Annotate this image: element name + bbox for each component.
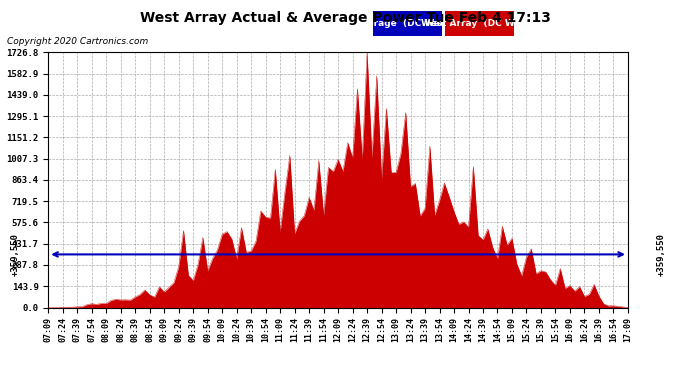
Text: West Array  (DC Watts): West Array (DC Watts) (421, 19, 538, 28)
Text: Average  (DC Watts): Average (DC Watts) (355, 19, 459, 28)
Text: +359,550: +359,550 (10, 233, 19, 276)
Text: +359,550: +359,550 (657, 233, 666, 276)
Text: Copyright 2020 Cartronics.com: Copyright 2020 Cartronics.com (7, 38, 148, 46)
Text: West Array Actual & Average Power Tue Feb 4 17:13: West Array Actual & Average Power Tue Fe… (139, 11, 551, 25)
